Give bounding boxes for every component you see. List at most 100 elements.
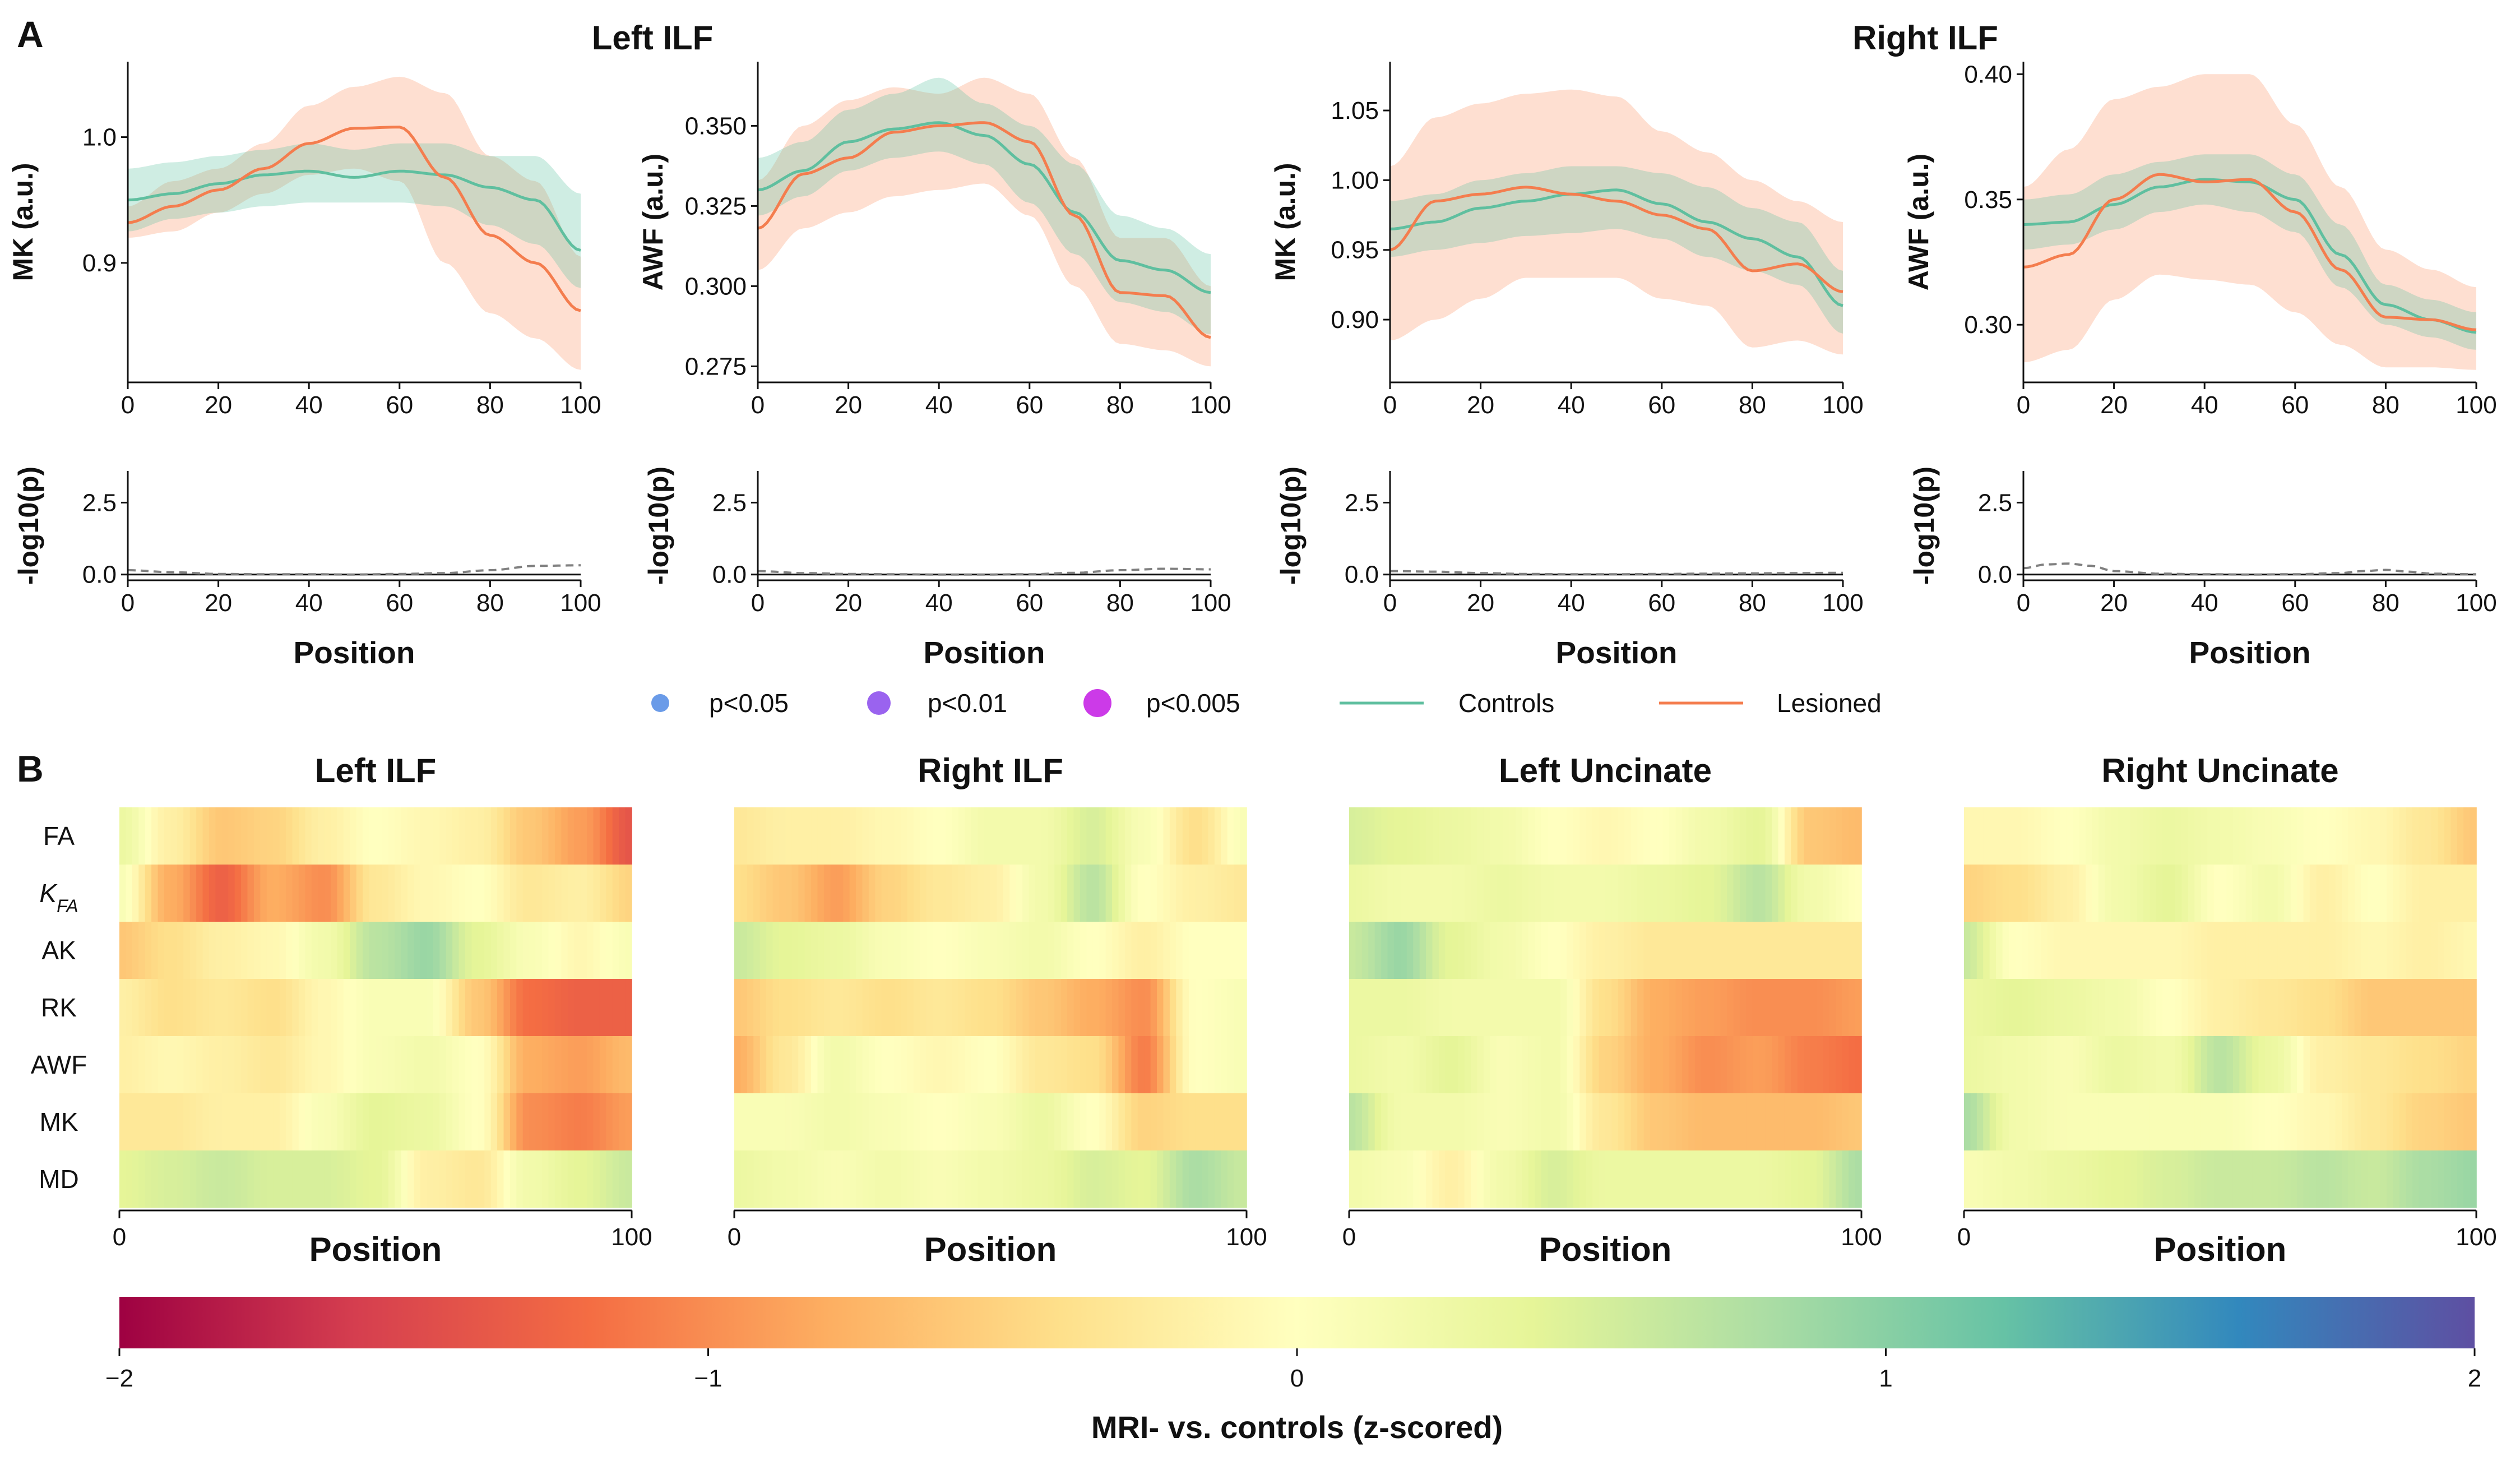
heatmap-cell [606,1093,613,1151]
heatmap-cell [2316,1150,2323,1208]
heatmap-cell [2130,1036,2138,1094]
heatmap-cell [1400,1150,1407,1208]
heatmap-cell [1970,1093,1977,1151]
heatmap-cell [1060,1093,1068,1151]
heatmap-cell [1791,922,1798,979]
lesioned-ci-band [128,76,581,370]
heatmap-cell [990,807,998,865]
heatmap-cell [1682,1036,1689,1094]
heatmap-cell [2348,1036,2355,1094]
heatmap-cell [580,922,587,979]
heatmap-cell [2380,922,2387,979]
heatmap-cell [2175,865,2183,922]
heatmap-cell [1374,979,1382,1037]
heatmap-cell [2060,1036,2067,1094]
heatmap-cell [2118,1093,2125,1151]
heatmap-cell [2470,865,2477,922]
heatmap-cell [2316,979,2323,1037]
heatmap-cell [2387,979,2394,1037]
heatmap-cell [1535,1093,1542,1151]
heatmap-cell [2137,1093,2144,1151]
heatmap-cell [465,807,472,865]
heatmap-cell [1509,979,1516,1037]
heatmap-cell [234,807,242,865]
heatmap-cell [1592,1036,1600,1094]
heatmap-cell [868,1093,876,1151]
heatmap-cell [2425,1093,2432,1151]
heatmap-cell [2130,807,2138,865]
y-axis-label: AWF (a.u.) [1903,154,1934,290]
heatmap-row-RK [734,979,1247,1037]
heatmap-cell [2374,922,2381,979]
heatmap-cell [177,807,184,865]
heatmap-cell [2118,922,2125,979]
heatmap-cell [158,922,165,979]
heatmap-cell [1490,979,1497,1037]
heatmap-cell [1060,922,1068,979]
heatmap-cell [2143,922,2151,979]
heatmap-cell [542,1150,549,1208]
heatmap-cell [2213,922,2221,979]
heatmap-cell [273,807,280,865]
heatmap-cell [1490,922,1497,979]
heatmap-cell [830,865,837,922]
x-tick-label: 20 [835,589,862,617]
heatmap-cell [2393,807,2400,865]
heatmap-cell [1976,1150,1984,1208]
x-tick-label: 40 [925,391,953,419]
heatmap-cell [1490,1093,1497,1151]
heatmap-cell [606,922,613,979]
heatmap-cell [2297,979,2304,1037]
heatmap-cell [1688,922,1696,979]
heatmap-cell [811,1036,818,1094]
heatmap-cell [209,1093,216,1151]
heatmap-cell [2008,1036,2016,1094]
heatmap-cell [1804,807,1811,865]
heatmap-cell [958,1093,966,1151]
heatmap-cell [2162,922,2170,979]
heatmap-cell [452,865,460,922]
heatmap-cell [939,807,946,865]
heatmap-cell [170,1093,178,1151]
heatmap-cell [2239,1036,2246,1094]
heatmap-cell [2399,865,2407,922]
heatmap-cell [2264,1093,2272,1151]
heatmap-cell [305,865,312,922]
heatmap-cell [202,979,210,1037]
heatmap-cell [1016,979,1023,1037]
heatmap-cell [2028,865,2035,922]
heatmap-cell [2175,1093,2183,1151]
heatmap-cell [484,1093,492,1151]
heatmap-cell [427,807,434,865]
heatmap-cell [2303,1036,2310,1094]
heatmap-cell [509,1150,517,1208]
heatmap-cell [1656,1036,1664,1094]
heatmap-cell [1964,865,1971,922]
heatmap-cell [1983,1093,1990,1151]
heatmap-cell [1131,865,1138,922]
heatmap-cell [170,807,178,865]
heatmap-cell [1804,979,1811,1037]
x-tick-label: 20 [205,589,232,617]
heatmap-cell [1438,807,1446,865]
heatmap-cell [894,807,901,865]
heatmap-cell [1630,1093,1638,1151]
heatmap-cell [503,1150,511,1208]
heatmap-cell [772,1150,780,1208]
heatmap-cell [2290,979,2297,1037]
heatmap-cell [298,1093,306,1151]
heatmap-cell [1054,1150,1062,1208]
heatmap-cell [1573,807,1581,865]
heatmap-cell [1400,1036,1407,1094]
heatmap-cell [2297,807,2304,865]
heatmap-cell [1458,1093,1465,1151]
heatmap-cell [1964,1036,1971,1094]
heatmap-cell [260,807,267,865]
heatmap-cell [1624,1093,1632,1151]
group-title-left-ilf: Left ILF [592,19,714,57]
heatmap-cell [2232,922,2240,979]
controls-series-line [127,169,581,252]
heatmap-cell [458,1093,466,1151]
heatmap-cell [2105,979,2112,1037]
heatmap-cell [1393,1036,1401,1094]
